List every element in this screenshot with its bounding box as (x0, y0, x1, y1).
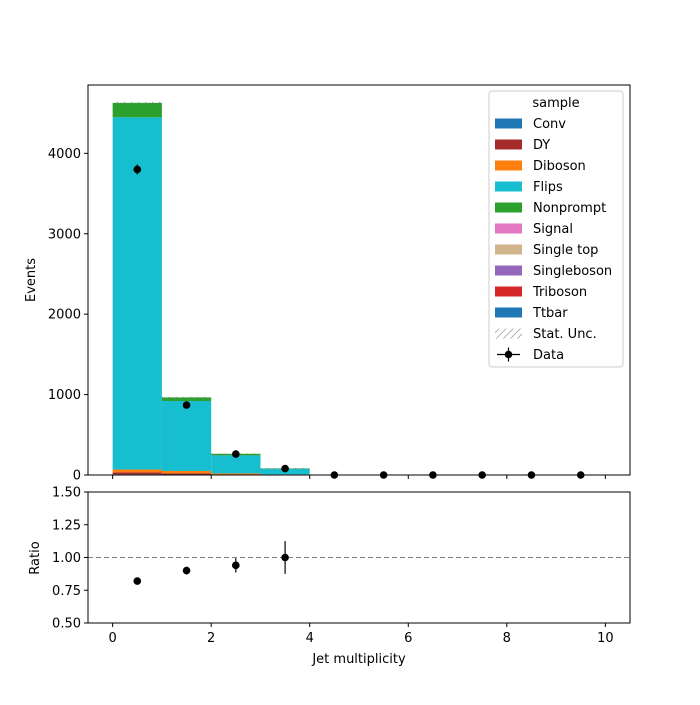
main-y-tick-label: 4000 (48, 147, 81, 162)
ratio-y-tick-label: 0.75 (52, 584, 81, 599)
legend-label-dy: DY (533, 138, 550, 153)
legend-swatch-conv (495, 119, 522, 129)
main-y-tick-label: 3000 (48, 227, 81, 242)
legend-label-data: Data (533, 348, 564, 363)
ratio-x-tick-label: 2 (207, 631, 215, 646)
data-point (281, 465, 289, 473)
legend-label-stat-unc: Stat. Unc. (533, 327, 597, 342)
bar-nonprompt-bin-0 (113, 103, 162, 117)
main-y-tick-label: 0 (73, 469, 81, 484)
ratio-x-tick-label: 6 (404, 631, 412, 646)
stat-unc-band-bin-1 (162, 397, 211, 399)
ratio-x-tick-label: 10 (597, 631, 614, 646)
ratio-y-tick-label: 1.25 (52, 518, 81, 533)
ratio-point (133, 577, 141, 585)
legend-title: sample (532, 96, 579, 111)
legend-data-marker (505, 351, 513, 359)
legend-label-ttbar: Ttbar (532, 306, 568, 321)
data-point (183, 401, 191, 409)
legend-label-signal: Signal (533, 222, 573, 237)
ratio-y-axis-label: Ratio (28, 541, 43, 574)
ratio-y-tick-label: 0.50 (52, 617, 81, 632)
legend-label-flips: Flips (533, 180, 563, 195)
ratio-x-tick-label: 8 (503, 631, 511, 646)
legend-label-diboson: Diboson (533, 159, 586, 174)
ratio-y-tick-label: 1.50 (52, 486, 81, 501)
bar-diboson-bin-0 (113, 470, 162, 473)
legend-swatch-single-top (495, 245, 522, 255)
legend-swatch-stat-unc (495, 329, 522, 339)
bar-diboson-bin-2 (211, 473, 260, 474)
main-y-axis-label: Events (24, 258, 39, 302)
bar-dy-bin-0 (113, 472, 162, 474)
legend-label-conv: Conv (533, 117, 566, 132)
bar-diboson-bin-1 (162, 471, 211, 473)
bar-flips-bin-1 (162, 401, 211, 471)
data-point (232, 450, 240, 458)
legend-swatch-singleboson (495, 266, 522, 276)
legend-swatch-signal (495, 224, 522, 234)
main-y-tick-label: 2000 (48, 308, 81, 323)
legend-swatch-ttbar (495, 308, 522, 318)
legend-label-nonprompt: Nonprompt (533, 201, 606, 216)
stat-unc-band-bin-0 (113, 102, 162, 104)
main-y-tick-label: 1000 (48, 388, 81, 403)
legend-swatch-triboson (495, 287, 522, 297)
ratio-point (281, 554, 289, 562)
legend-swatch-flips (495, 182, 522, 192)
data-point (133, 166, 141, 174)
legend-swatch-nonprompt (495, 203, 522, 213)
ratio-x-tick-label: 0 (108, 631, 116, 646)
ratio-y-tick-label: 1.00 (52, 551, 81, 566)
ratio-point (232, 562, 240, 570)
legend-label-single-top: Single top (533, 243, 598, 258)
ratio-x-tick-label: 4 (306, 631, 314, 646)
legend: sample Conv DY Diboson Flips Nonprompt Signal… (489, 91, 623, 367)
x-axis-label: Jet multiplicity (311, 652, 406, 667)
bar-dy-bin-1 (162, 473, 211, 474)
legend-label-singleboson: Singleboson (533, 264, 612, 279)
bar-flips-bin-2 (211, 455, 260, 473)
legend-swatch-diboson (495, 161, 522, 171)
ratio-point (183, 567, 191, 575)
legend-swatch-dy (495, 140, 522, 150)
legend-label-triboson: Triboson (532, 285, 587, 300)
